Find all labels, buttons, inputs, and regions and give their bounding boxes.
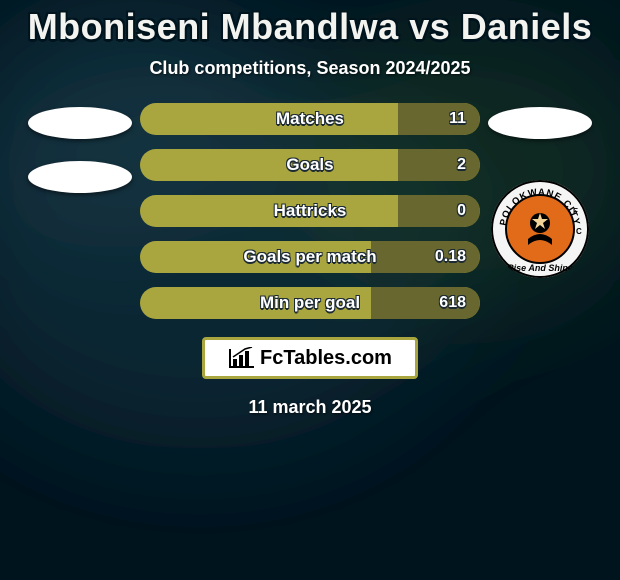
right-player-column: POLOKWANE CITY Rise And Shine F C [480,103,600,279]
date-text: 11 march 2025 [248,397,371,418]
brand-badge: FcTables.com [202,337,418,379]
stat-bar-value: 618 [439,287,466,319]
stat-bar-value: 2 [457,149,466,181]
stat-bar-label: Goals per match [140,241,480,273]
stat-bar-label: Goals [140,149,480,181]
bar-chart-icon [228,347,256,369]
stat-bar-value: 0.18 [435,241,466,273]
stat-bar: Hattricks0 [140,195,480,227]
svg-text:F: F [573,207,578,216]
subtitle: Club competitions, Season 2024/2025 [149,58,470,79]
right-club-logo: POLOKWANE CITY Rise And Shine F C [490,179,590,279]
comparison-row: Matches11 Goals2 Hattricks0 Goals per match… [0,103,620,319]
svg-text:C: C [576,227,582,236]
stats-bars: Matches11 Goals2 Hattricks0 Goals per match… [140,103,480,319]
left-player-portrait-shadow [28,161,132,193]
right-player-portrait [488,107,592,139]
stat-bar: Min per goal618 [140,287,480,319]
left-player-portrait [28,107,132,139]
stat-bar-label: Hattricks [140,195,480,227]
stat-bar-value: 11 [449,103,466,135]
stat-bar-label: Matches [140,103,480,135]
stat-bar-value: 0 [457,195,466,227]
stat-bar: Goals2 [140,149,480,181]
stat-bar: Goals per match0.18 [140,241,480,273]
brand-text: FcTables.com [260,347,392,370]
stat-bar: Matches11 [140,103,480,135]
stat-bar-label: Min per goal [140,287,480,319]
polokwane-city-logo-icon: POLOKWANE CITY Rise And Shine F C [490,179,590,279]
page-title: Mboniseni Mbandlwa vs Daniels [28,6,593,48]
left-player-column [20,103,140,193]
svg-text:Rise And Shine: Rise And Shine [507,263,573,273]
